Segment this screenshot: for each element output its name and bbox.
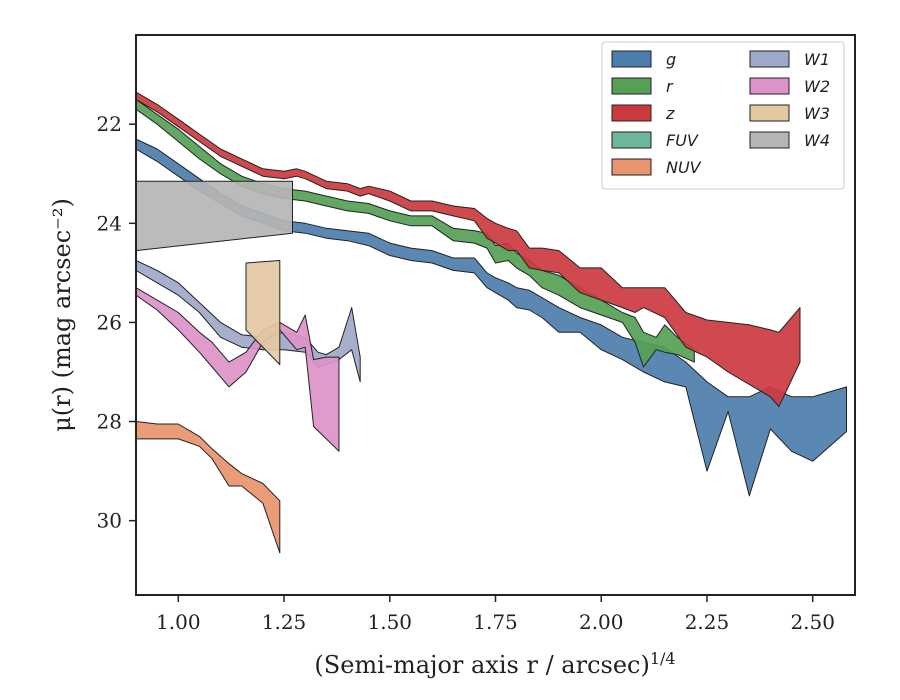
legend-label-fuv: FUV (666, 131, 699, 150)
x-axis-label-exponent: 1/4 (650, 649, 676, 668)
band-w3 (245, 260, 281, 366)
legend-label-nuv: NUV (666, 158, 702, 177)
x-tick-label: 2.00 (579, 610, 624, 634)
y-tick-label: 24 (97, 211, 122, 235)
legend: grz FUV NUV W1 W2 W3 W4 (601, 41, 845, 190)
legend-swatch-w4 (749, 131, 790, 149)
legend-swatch-w1 (749, 50, 790, 68)
legend-swatch-fuv (611, 131, 652, 149)
x-tick-label: 2.25 (685, 610, 730, 634)
band-nuv (136, 421, 281, 554)
legend-label-z: z (665, 104, 675, 123)
y-tick-label: 22 (97, 112, 122, 136)
legend-label-w1: W1 (804, 50, 830, 69)
legend-label-w2: W2 (804, 77, 830, 96)
x-tick-label: 1.50 (367, 610, 412, 634)
y-tick-label: 26 (97, 310, 122, 334)
legend-swatch-nuv (611, 158, 652, 176)
legend-swatch-w2 (749, 77, 790, 95)
y-tick-label: 28 (97, 410, 122, 434)
x-axis: 1.00 1.25 1.50 1.75 2.00 2.25 2.50 (156, 595, 835, 634)
x-tick-label: 2.50 (790, 610, 835, 634)
legend-label-w4: W4 (804, 131, 830, 150)
x-tick-label: 1.25 (262, 610, 307, 634)
legend-swatch-g (611, 50, 652, 68)
band-w1 (136, 260, 361, 383)
band-w2 (136, 287, 340, 452)
y-axis: 22 24 26 28 30 (97, 112, 136, 533)
band-g (136, 138, 847, 497)
legend-swatch-z (611, 104, 652, 122)
legend-swatch-r (611, 77, 652, 95)
x-axis-label: (Semi-major axis r / arcsec)1/4 (314, 649, 675, 679)
x-tick-label: 1.00 (156, 610, 201, 634)
band-w4 (136, 180, 293, 252)
legend-swatch-w3 (749, 104, 790, 122)
band-r (136, 98, 695, 368)
y-tick-label: 30 (97, 509, 122, 533)
legend-label-w3: W3 (804, 104, 830, 123)
band-z (136, 91, 801, 408)
surface-brightness-bands (136, 91, 847, 554)
y-axis-label: μ(r) (mag arcsec⁻²) (48, 198, 76, 432)
legend-label-r: r (666, 77, 674, 96)
legend-label-g: g (666, 50, 676, 69)
x-tick-label: 1.75 (473, 610, 518, 634)
